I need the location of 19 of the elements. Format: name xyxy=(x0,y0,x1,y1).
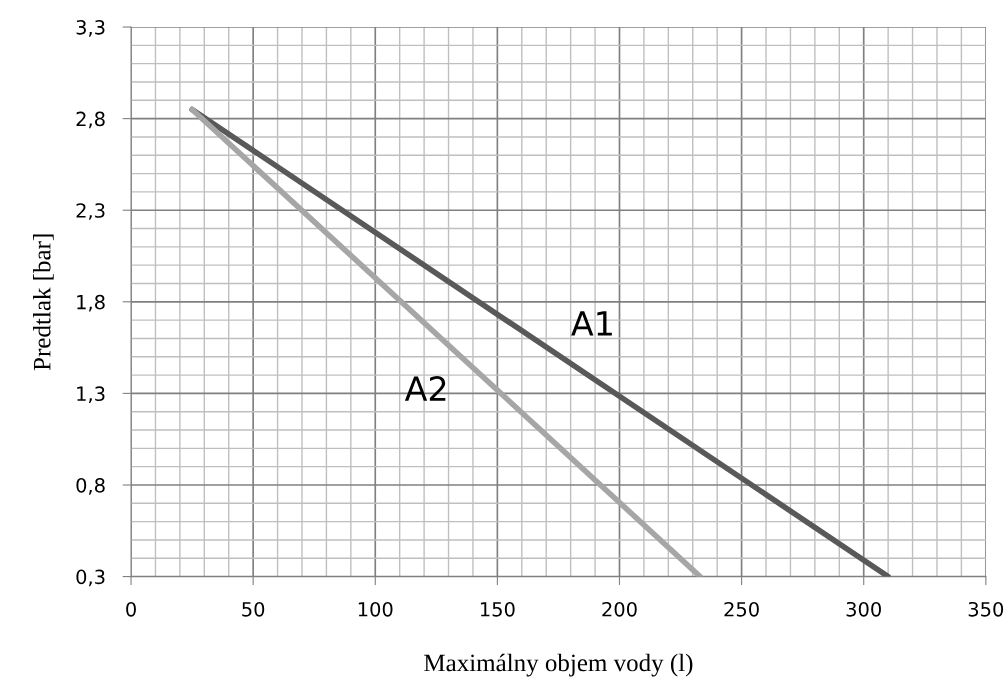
x-tick-label: 100 xyxy=(358,601,393,617)
series-label: A1 xyxy=(571,311,612,336)
x-axis-title: Maximálny objem vody (l) xyxy=(424,653,693,677)
series-label: A2 xyxy=(404,376,446,401)
y-tick-label: 0,8 xyxy=(76,477,105,495)
y-tick-label: 1,3 xyxy=(77,386,105,404)
x-tick-label: 250 xyxy=(724,601,759,617)
y-tick-label: 0,3 xyxy=(76,569,105,587)
x-tick-label: 200 xyxy=(602,601,637,617)
x-tick-label: 150 xyxy=(480,601,515,617)
x-tick-label: 0 xyxy=(126,601,136,617)
y-tick-label: 1,8 xyxy=(77,294,105,312)
y-tick-label: 2,8 xyxy=(76,111,105,129)
y-tick-label: 2,3 xyxy=(76,203,105,220)
y-tick-label: 3,3 xyxy=(76,19,105,37)
x-tick-label: 350 xyxy=(968,601,1004,617)
x-tick-label: 300 xyxy=(846,601,881,617)
y-axis-title: Predtlak [bar] xyxy=(33,234,54,371)
x-tick-label: 50 xyxy=(242,601,265,617)
